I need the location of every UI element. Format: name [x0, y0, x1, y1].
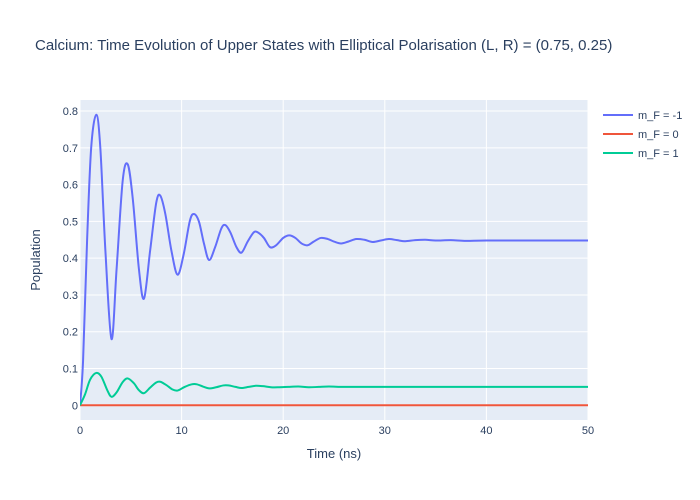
- x-tick-label: 10: [175, 425, 187, 437]
- x-tick-label: 20: [277, 425, 289, 437]
- legend-item[interactable]: m_F = -1: [603, 110, 682, 122]
- y-tick-label: 0.6: [63, 180, 78, 192]
- y-tick-label: 0: [72, 400, 78, 412]
- y-tick-label: 0.2: [63, 327, 78, 339]
- legend-label: m_F = 0: [638, 129, 679, 141]
- series-line-0: [80, 113, 588, 406]
- x-tick-label: 30: [379, 425, 391, 437]
- x-tick-label: 0: [77, 425, 83, 437]
- y-tick-label: 0.5: [63, 216, 78, 228]
- series-lines: [80, 113, 588, 407]
- legend-item[interactable]: m_F = 1: [603, 148, 679, 160]
- y-tick-label: 0.7: [63, 143, 78, 155]
- y-axis-title: Population: [28, 229, 43, 290]
- legend-label: m_F = -1: [638, 110, 682, 122]
- y-tick-label: 0.8: [63, 106, 78, 118]
- legend-item[interactable]: m_F = 0: [603, 129, 679, 141]
- x-axis-title: Time (ns): [307, 446, 361, 461]
- x-tick-label: 50: [582, 425, 594, 437]
- x-tick-label: 40: [480, 425, 492, 437]
- y-tick-labels: 0 0.1 0.2 0.3 0.4 0.5 0.6 0.7 0.8: [63, 106, 78, 412]
- plot-area: [80, 100, 588, 420]
- y-tick-label: 0.1: [63, 364, 78, 376]
- series-line-2: [80, 371, 588, 406]
- legend-label: m_F = 1: [638, 148, 679, 160]
- y-tick-label: 0.4: [63, 253, 78, 265]
- chart-title: Calcium: Time Evolution of Upper States …: [35, 37, 612, 54]
- x-tick-labels: 0 10 20 30 40 50: [77, 425, 594, 437]
- y-tick-label: 0.3: [63, 290, 78, 302]
- legend[interactable]: m_F = -1 m_F = 0 m_F = 1: [603, 110, 682, 160]
